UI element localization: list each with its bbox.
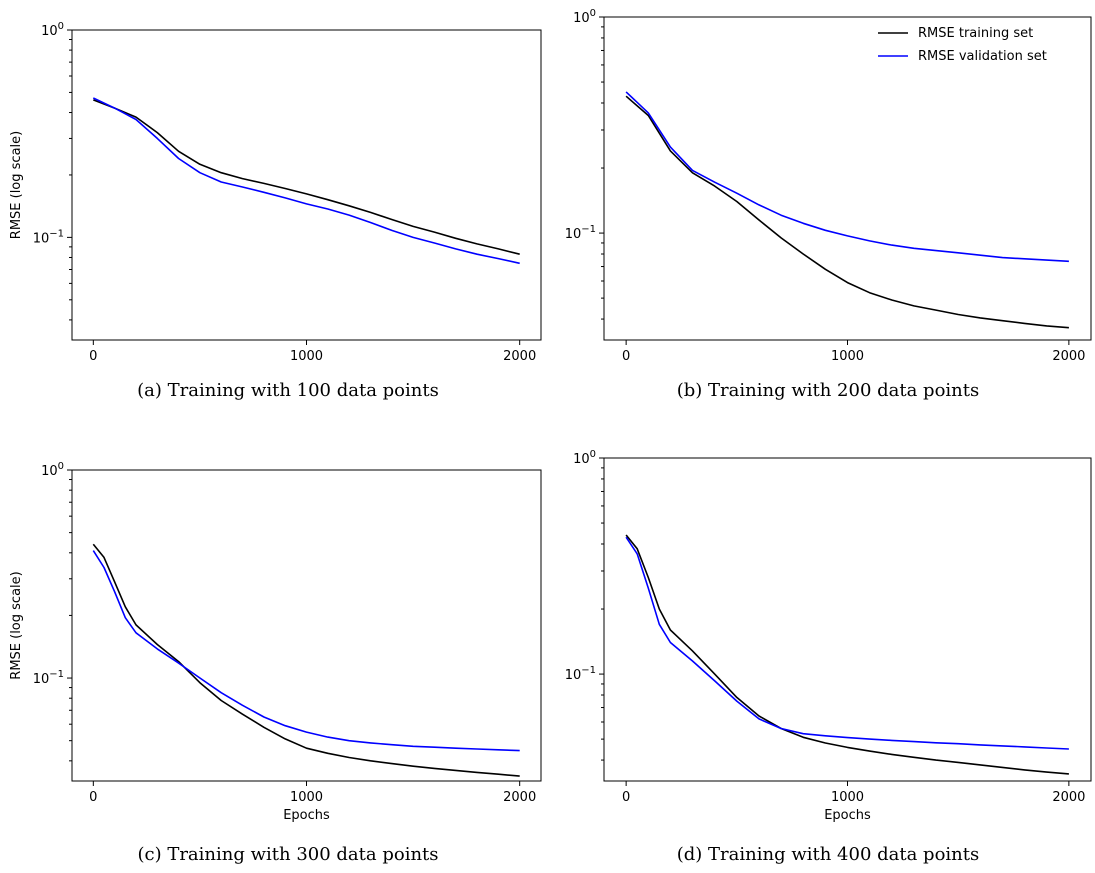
series-line-validation xyxy=(92,550,520,752)
plot-frame xyxy=(603,16,1092,341)
x-axis-label: Epochs xyxy=(283,808,330,823)
series-line-training xyxy=(93,99,520,255)
plot-frame xyxy=(603,457,1092,782)
y-tick-label: 10−1 xyxy=(565,224,596,242)
series-line-training xyxy=(92,543,520,777)
chart-panel-4: 0 1000 2000 100 10−1 Epochs (d) Training with … xyxy=(565,449,1092,865)
series-line-validation xyxy=(92,97,520,265)
chart-panel-3: 0 1000 2000 100 10−1 RMSE (log scale) Epochs (c… xyxy=(9,461,542,865)
chart-panel-1: 0 1000 2000 100 10−1 RMSE (log scale) (a) Trai… xyxy=(9,21,542,401)
x-tick-label: 0 xyxy=(622,349,630,364)
x-tick-label: 2000 xyxy=(503,349,536,364)
x-tick-label: 2000 xyxy=(503,790,536,805)
x-tick-label: 1000 xyxy=(831,349,864,364)
legend-label: RMSE validation set xyxy=(918,49,1047,64)
series-line-validation xyxy=(625,536,1069,750)
y-axis-label: RMSE (log scale) xyxy=(9,131,24,239)
x-tick-label: 1000 xyxy=(290,349,323,364)
x-axis-label: Epochs xyxy=(824,808,871,823)
y-tick-label: 100 xyxy=(41,461,64,479)
legend: RMSE training set RMSE validation set xyxy=(878,26,1047,64)
y-tick-label: 100 xyxy=(573,8,596,26)
y-tick-label: 10−1 xyxy=(565,665,596,683)
plot-frame xyxy=(71,29,542,341)
y-tick-label: 100 xyxy=(573,449,596,467)
y-tick-label: 100 xyxy=(41,21,64,39)
y-tick-label: 10−1 xyxy=(33,228,64,246)
x-tick-label: 2000 xyxy=(1052,349,1085,364)
x-tick-label: 1000 xyxy=(831,790,864,805)
series-line-training xyxy=(625,95,1069,329)
chart-panel-2: 0 1000 2000 100 10−1 RMSE training set RMSE va… xyxy=(565,8,1092,401)
panel-caption: (b) Training with 200 data points xyxy=(677,380,979,401)
series-line-validation xyxy=(625,91,1069,263)
x-tick-label: 0 xyxy=(622,790,630,805)
y-axis-label: RMSE (log scale) xyxy=(9,571,24,679)
x-tick-label: 0 xyxy=(89,790,97,805)
series-line-training xyxy=(625,534,1069,775)
plot-frame xyxy=(71,469,542,782)
x-tick-label: 0 xyxy=(89,349,97,364)
y-tick-label: 10−1 xyxy=(33,669,64,687)
x-tick-label: 2000 xyxy=(1052,790,1085,805)
panel-caption: (d) Training with 400 data points xyxy=(677,844,979,865)
x-tick-label: 1000 xyxy=(290,790,323,805)
panel-caption: (a) Training with 100 data points xyxy=(137,380,439,401)
legend-label: RMSE training set xyxy=(918,26,1033,41)
panel-caption: (c) Training with 300 data points xyxy=(137,844,438,865)
